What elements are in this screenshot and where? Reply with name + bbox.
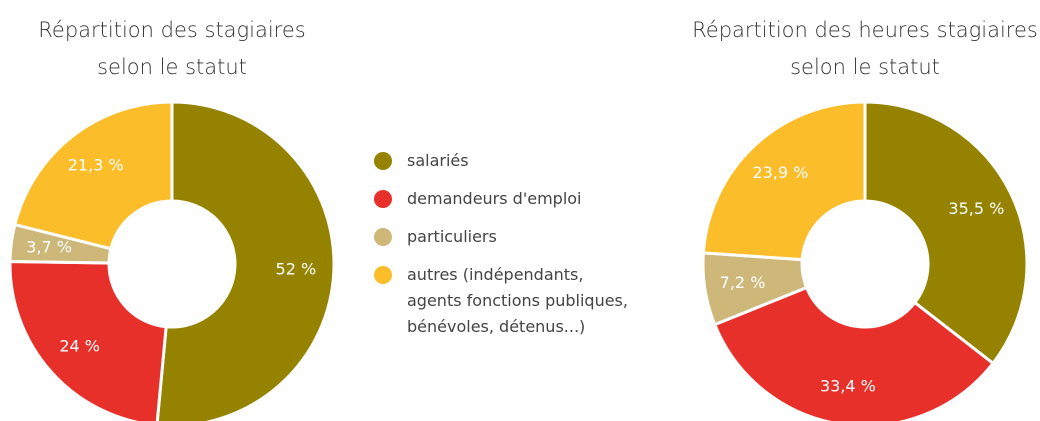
legend-item: autres (indépendants, agents fonctions p… [372, 262, 642, 340]
legend-item: salariés [372, 148, 642, 174]
legend-swatch [374, 152, 392, 170]
donut-slice [712, 285, 996, 421]
legend-item: particuliers [372, 224, 642, 250]
value-label: 24 % [59, 336, 100, 355]
chart-title: Répartition des heures stagiaires [692, 18, 1038, 42]
donut-slice [8, 259, 168, 421]
value-label: 3,7 % [26, 237, 72, 256]
legend-label: demandeurs d'emploi [407, 189, 582, 208]
donut-slice [863, 100, 1029, 366]
value-label: 21,3 % [68, 156, 124, 175]
legend-swatch [374, 190, 392, 208]
chart-title: selon le statut [97, 55, 247, 79]
value-label: 23,9 % [752, 163, 808, 182]
donut-slice [155, 100, 336, 421]
donut-slice [701, 100, 867, 262]
legend-swatch [374, 228, 392, 246]
legend-label: autres (indépendants, agents fonctions p… [407, 265, 628, 336]
legend-label: salariés [407, 151, 469, 170]
chart-title: selon le statut [790, 55, 940, 79]
legend: salariés demandeurs d'emploi particuliers a… [372, 148, 642, 352]
value-label: 35,5 % [948, 199, 1004, 218]
legend-swatch [374, 266, 392, 284]
donut-slice [13, 100, 174, 251]
value-label: 7,2 % [720, 273, 766, 292]
value-label: 52 % [276, 259, 317, 278]
legend-item: demandeurs d'emploi [372, 186, 642, 212]
value-label: 33,4 % [820, 376, 876, 395]
legend-label: particuliers [407, 227, 497, 246]
chart-title: Répartition des stagiaires [38, 18, 305, 42]
